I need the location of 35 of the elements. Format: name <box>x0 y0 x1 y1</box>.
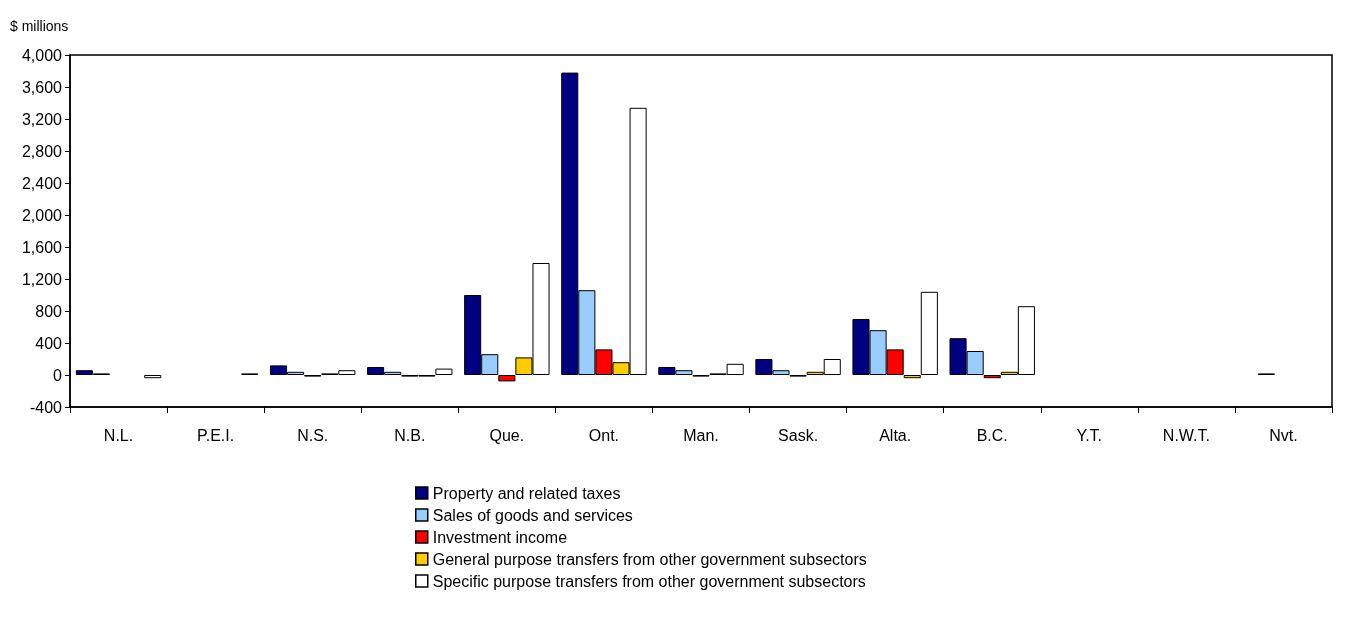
legend-label: Specific purpose transfers from other government subsectors <box>432 572 866 590</box>
y-tick-label: 2,400 <box>21 174 63 192</box>
x-tick-label: P.E.I. <box>197 426 235 444</box>
legend-label: Property and related taxes <box>432 484 621 502</box>
x-tick-label: B.C. <box>976 426 1008 444</box>
legend-label: Sales of goods and services <box>432 506 633 524</box>
legend-label: General purpose transfers from other government subsectors <box>432 550 867 568</box>
x-tick-label: N.B. <box>394 426 426 444</box>
y-tick-label: 800 <box>35 302 63 320</box>
y-tick-label: 1,200 <box>21 270 63 288</box>
x-tick-label: Nvt. <box>1269 426 1298 444</box>
y-tick-label: 3,600 <box>21 78 63 96</box>
y-axis-title: $ millions <box>10 18 69 34</box>
x-tick-label: Y.T. <box>1076 426 1103 444</box>
y-tick-label: 4,000 <box>21 46 63 64</box>
y-tick-label: 3,200 <box>21 110 63 128</box>
x-tick-label: Ont. <box>588 426 620 444</box>
x-tick-label: N.S. <box>297 426 329 444</box>
y-tick-label: 400 <box>35 334 63 352</box>
x-tick-label: N.W.T. <box>1162 426 1210 444</box>
y-tick-label: 2,000 <box>21 206 63 224</box>
y-tick-label: 0 <box>53 366 63 384</box>
x-tick-label: Alta. <box>879 426 912 444</box>
bar <box>983 375 1001 379</box>
y-tick-label: 1,600 <box>21 238 63 256</box>
x-tick-label: Que. <box>489 426 525 444</box>
x-tick-label: Man. <box>683 426 719 444</box>
x-tick-label: N.L. <box>103 426 134 444</box>
bar <box>903 375 921 379</box>
y-tick-label: 2,800 <box>21 142 63 160</box>
x-tick-label: Sask. <box>778 426 819 444</box>
bar <box>144 375 162 379</box>
bar <box>920 291 938 375</box>
y-tick-label: -400 <box>29 398 63 416</box>
legend-label: Investment income <box>432 528 568 546</box>
